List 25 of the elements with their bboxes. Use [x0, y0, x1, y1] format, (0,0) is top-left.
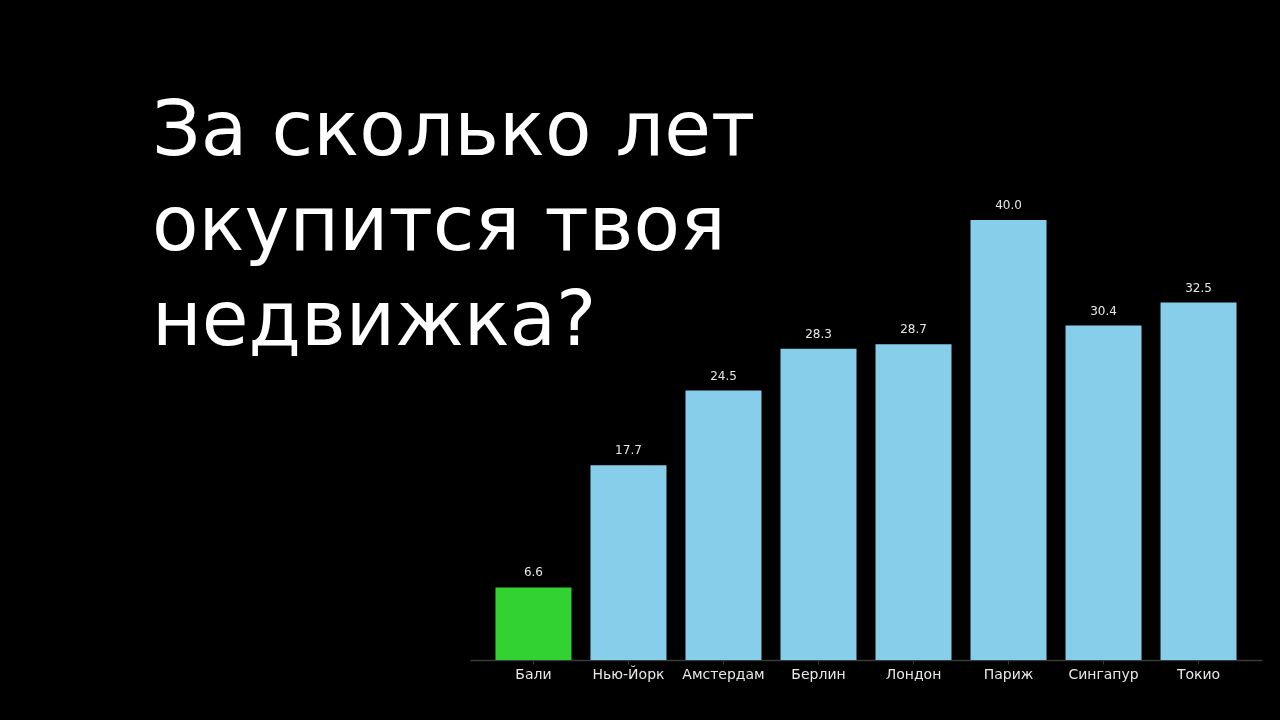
bar: [590, 465, 667, 660]
x-tick-label: Бали: [515, 665, 552, 682]
data-label: 6.6: [523, 565, 544, 580]
bar: [970, 220, 1047, 660]
x-tick-label: Токио: [1175, 665, 1221, 682]
data-label: 28.3: [805, 326, 832, 341]
x-tick-label: Нью-Йорк: [592, 664, 665, 682]
x-tick-label: Амстердам: [682, 665, 765, 682]
bar: [875, 344, 952, 660]
x-tick-label: Лондон: [885, 665, 942, 682]
bar: [685, 390, 762, 660]
x-tick-label: Сингапур: [1068, 665, 1139, 682]
x-tick-label: Берлин: [791, 665, 846, 682]
bar: [495, 587, 572, 660]
bar: [1160, 302, 1237, 660]
x-tick-label: Париж: [983, 665, 1034, 682]
data-label: 40.0: [995, 198, 1022, 212]
chart-title: За сколько лет окупится твоя недвижка?: [152, 84, 756, 363]
data-label: 17.7: [615, 443, 642, 458]
data-label: 24.5: [710, 368, 737, 383]
bar: [780, 348, 857, 660]
data-label: 28.7: [900, 322, 927, 337]
data-label: 32.5: [1185, 280, 1212, 295]
data-label: 30.4: [1090, 303, 1117, 318]
bar: [1065, 325, 1142, 660]
